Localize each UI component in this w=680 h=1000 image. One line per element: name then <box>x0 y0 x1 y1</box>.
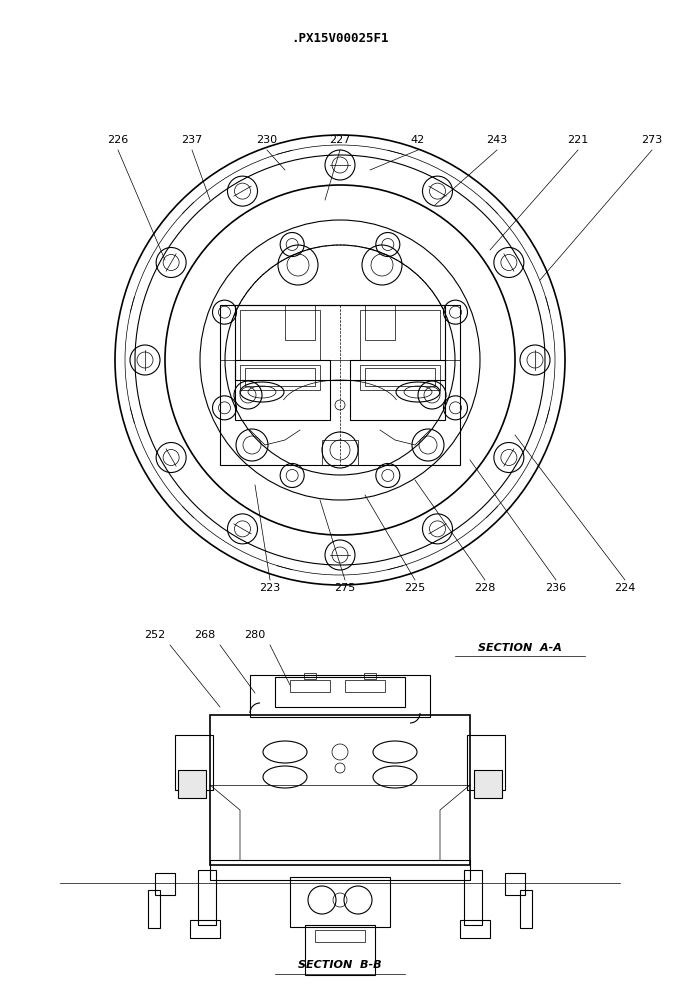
Text: 230: 230 <box>256 135 277 145</box>
Bar <box>460 920 490 938</box>
Bar <box>290 877 390 927</box>
Bar <box>175 735 213 790</box>
Text: 236: 236 <box>545 583 566 593</box>
Bar <box>365 305 395 340</box>
Bar <box>245 368 315 386</box>
Bar <box>155 873 175 895</box>
Text: 252: 252 <box>144 630 166 640</box>
Bar <box>285 305 315 340</box>
Bar <box>345 680 385 692</box>
Bar <box>315 930 365 942</box>
Bar <box>322 440 358 465</box>
Text: 273: 273 <box>641 135 662 145</box>
Bar <box>178 770 206 798</box>
Bar <box>190 920 220 938</box>
Text: 221: 221 <box>567 135 589 145</box>
Bar <box>210 715 470 865</box>
Bar <box>360 310 440 360</box>
Bar <box>464 870 482 925</box>
Bar <box>220 305 460 465</box>
Bar <box>350 360 445 420</box>
Bar <box>235 360 330 420</box>
Bar <box>505 873 525 895</box>
Text: 225: 225 <box>405 583 426 593</box>
Text: SECTION  A-A: SECTION A-A <box>478 643 562 653</box>
Text: 227: 227 <box>329 135 351 145</box>
Bar <box>360 365 440 390</box>
Bar <box>198 870 216 925</box>
Bar <box>364 673 376 679</box>
Text: 280: 280 <box>244 630 266 640</box>
Bar <box>148 890 160 928</box>
Bar <box>290 680 330 692</box>
Text: 42: 42 <box>411 135 425 145</box>
Bar <box>275 677 405 707</box>
Bar <box>250 675 430 717</box>
Text: .PX15V00025F1: .PX15V00025F1 <box>291 31 389 44</box>
Text: 243: 243 <box>486 135 508 145</box>
Text: 237: 237 <box>182 135 203 145</box>
Text: 226: 226 <box>107 135 129 145</box>
Text: 224: 224 <box>614 583 636 593</box>
Bar <box>304 673 316 679</box>
Bar <box>240 365 320 390</box>
Bar <box>210 860 470 880</box>
Bar <box>467 735 505 790</box>
Bar <box>305 925 375 975</box>
Bar <box>474 770 502 798</box>
Text: 223: 223 <box>259 583 281 593</box>
Bar <box>240 310 320 360</box>
Bar <box>235 305 445 380</box>
Text: 268: 268 <box>194 630 216 640</box>
Bar <box>365 368 435 386</box>
Text: 228: 228 <box>475 583 496 593</box>
Bar <box>520 890 532 928</box>
Text: 275: 275 <box>335 583 356 593</box>
Text: SECTION  B-B: SECTION B-B <box>299 960 381 970</box>
